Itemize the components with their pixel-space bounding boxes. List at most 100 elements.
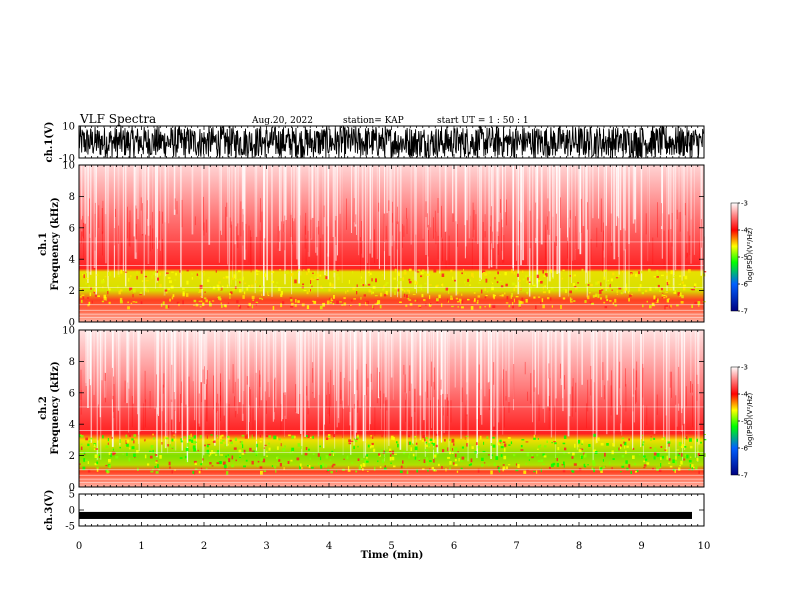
spectrogram-speckle	[545, 273, 548, 277]
spectrogram-streak	[378, 165, 380, 269]
spectrogram-speckle	[284, 445, 286, 448]
spectrogram-streak	[259, 374, 261, 388]
spectrogram-speckle	[503, 448, 506, 452]
spectrogram-streak	[174, 399, 176, 411]
spectrogram-speckle	[469, 284, 471, 286]
spectrogram-streak	[412, 330, 414, 445]
spectrogram-streak	[140, 197, 142, 211]
spectrogram-streak	[404, 374, 406, 393]
spectrogram-speckle	[156, 270, 159, 273]
spectrogram-streak	[575, 382, 577, 413]
spectrogram-speckle	[690, 288, 694, 291]
spectrogram-speckle	[280, 291, 283, 295]
spectrogram-speckle	[320, 456, 322, 461]
spectrogram-streak	[181, 381, 182, 403]
spectrogram-speckle	[618, 287, 622, 290]
y-tick-label: 10	[62, 122, 75, 133]
spectrogram-speckle	[336, 273, 339, 276]
spectrogram-speckle	[400, 465, 403, 469]
spectrogram-speckle	[496, 281, 499, 284]
spectrogram-speckle	[661, 438, 665, 441]
spectrogram-speckle	[297, 300, 300, 303]
spectrogram-speckle	[333, 434, 336, 438]
spectrogram-streak	[517, 165, 520, 246]
spectrogram-streak	[381, 330, 382, 430]
spectrogram-streak	[169, 330, 171, 444]
spectrogram-speckle	[125, 434, 128, 438]
spectrogram-speckle	[256, 439, 258, 442]
spectrogram-streak	[102, 231, 103, 256]
spectrogram-speckle	[448, 289, 450, 294]
spectrogram-streak	[369, 165, 371, 240]
spectrogram-speckle	[221, 439, 225, 442]
spectrogram-speckle	[327, 435, 331, 438]
spectrogram-speckle	[209, 452, 212, 456]
spectrogram-speckle	[405, 304, 408, 307]
spectrogram-streak	[163, 373, 165, 388]
spectrogram-speckle	[625, 460, 628, 464]
spectrogram-streak	[231, 224, 233, 261]
spectrogram-streak	[160, 165, 161, 251]
spectrogram-streak	[143, 165, 144, 234]
spectrogram-streak	[400, 165, 402, 299]
spectrogram-streak	[248, 225, 250, 263]
spectrogram-speckle	[130, 287, 133, 290]
spectrogram-streak	[442, 238, 443, 262]
spectrogram-streak	[390, 165, 392, 297]
spectrogram-speckle	[547, 297, 550, 300]
spectrogram-speckle	[571, 470, 575, 473]
spectrogram-streak	[333, 330, 335, 385]
spectrogram-speckle	[219, 298, 222, 301]
spectrogram-streak	[623, 165, 625, 229]
spectrogram-streak	[538, 404, 540, 422]
spectrogram-speckle	[205, 467, 208, 470]
spectrogram-speckle	[169, 298, 171, 302]
spectrogram-speckle	[451, 305, 454, 308]
spectrogram-speckle	[178, 302, 180, 307]
spectrogram-speckle	[438, 463, 440, 467]
spectrogram-streak	[81, 165, 83, 232]
spectrogram-speckle	[82, 273, 84, 276]
spectrogram-streak	[527, 391, 528, 401]
spectrogram-speckle	[353, 446, 355, 450]
spectrogram-speckle	[472, 276, 474, 278]
spectrogram-streak	[360, 237, 361, 273]
spectrogram-streak	[496, 330, 499, 458]
spectrogram-speckle	[276, 456, 279, 460]
spectrogram-speckle	[429, 295, 431, 300]
spectrogram-speckle	[492, 304, 496, 308]
spectrogram-streak	[402, 224, 403, 248]
spectrogram-speckle	[254, 280, 257, 284]
spectrogram-speckle	[251, 450, 255, 452]
spectrogram-streak	[232, 165, 234, 278]
spectrogram-streak	[447, 394, 448, 416]
spectrogram-speckle	[407, 297, 410, 300]
spectrogram-speckle	[519, 283, 521, 287]
spectrogram-speckle	[384, 465, 386, 468]
spectrogram-speckle	[696, 458, 699, 461]
spectrogram-speckle	[536, 453, 539, 457]
spectrogram-speckle	[641, 270, 643, 274]
spectrogram-speckle	[353, 438, 355, 441]
spectrogram-speckle	[680, 460, 683, 465]
spectrogram-streak	[461, 387, 463, 402]
spectrogram-streak	[290, 165, 292, 213]
spectrogram-speckle	[95, 448, 98, 450]
spectrogram-speckle	[642, 304, 644, 308]
spectrogram-speckle	[653, 276, 657, 278]
spectrogram-speckle	[224, 468, 227, 470]
spectrogram-streak	[127, 330, 129, 383]
spectrogram-speckle	[298, 269, 301, 271]
spectrogram-speckle	[88, 440, 91, 443]
spectrogram-streak	[297, 330, 299, 414]
spectrogram-streak	[355, 214, 357, 225]
spectrogram-speckle	[306, 435, 308, 438]
spectrogram-speckle	[402, 277, 405, 281]
spectrogram-streak	[284, 330, 287, 393]
spectrogram-speckle	[695, 466, 698, 470]
spectrogram-speckle	[643, 460, 645, 463]
spectrogram-speckle	[94, 294, 98, 297]
spectrogram-streak	[508, 330, 510, 402]
spectrogram-streak	[481, 165, 482, 280]
spectrogram-streak	[124, 380, 126, 403]
